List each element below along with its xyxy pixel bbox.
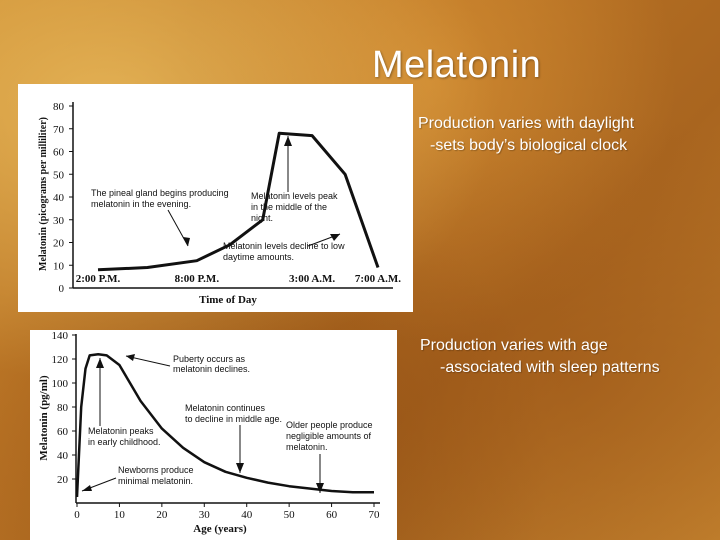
svg-text:Melatonin levels peak: Melatonin levels peak xyxy=(251,191,338,201)
annotation-older: Older people produce negligible amounts … xyxy=(286,420,373,493)
x-tick-label: 3:00 A.M. xyxy=(289,273,335,285)
annotation-middle-age: Melatonin continues to decline in middle… xyxy=(185,403,282,473)
svg-text:melatonin declines.: melatonin declines. xyxy=(173,364,250,374)
age-text: Production varies with age -associated w… xyxy=(420,335,720,379)
y-tick-label: 100 xyxy=(52,378,69,390)
y-tick-label: 140 xyxy=(52,330,69,342)
annotation-newborn: Newborns produce minimal melatonin. xyxy=(81,465,194,492)
y-tick-label: 20 xyxy=(57,474,69,486)
annotation-puberty: Puberty occurs as melatonin declines. xyxy=(125,354,250,374)
annotation-evening: The pineal gland begins producing melato… xyxy=(91,188,229,247)
svg-text:minimal melatonin.: minimal melatonin. xyxy=(118,476,193,486)
x-tick-label: 7:00 A.M. xyxy=(355,273,401,285)
y-tick-label: 120 xyxy=(52,354,69,366)
daylight-heading: Production varies with daylight xyxy=(418,115,635,132)
svg-text:Newborns produce: Newborns produce xyxy=(118,465,194,475)
x-tick-label: 50 xyxy=(284,509,296,521)
svg-text:melatonin in the evening.: melatonin in the evening. xyxy=(91,199,191,209)
x-axis-label: Age (years) xyxy=(193,523,247,535)
x-tick-label: 40 xyxy=(241,509,253,521)
svg-text:Melatonin levels decline to lo: Melatonin levels decline to low xyxy=(223,241,345,251)
x-tick-label: 70 xyxy=(369,509,381,521)
age-melatonin-series-line xyxy=(75,352,374,498)
annotation-decline: Melatonin levels decline to low daytime … xyxy=(223,233,345,262)
svg-text:melatonin.: melatonin. xyxy=(286,442,328,452)
x-tick-label: 2:00 P.M. xyxy=(76,273,121,285)
x-tick-label: 60 xyxy=(326,509,338,521)
age-melatonin-chart: Melatonin (pg/ml) 20 40 60 80 100 120 140 0 10 2… xyxy=(38,330,381,535)
y-tick-label: 80 xyxy=(53,101,65,113)
svg-text:Puberty occurs as: Puberty occurs as xyxy=(173,354,246,364)
svg-text:Melatonin continues: Melatonin continues xyxy=(185,403,266,413)
age-melatonin-chart-panel: Melatonin (pg/ml) 20 40 60 80 100 120 140 0 10 2… xyxy=(30,330,397,540)
y-tick-label: 70 xyxy=(53,124,65,136)
annotation-peak: Melatonin levels peak in the middle of t… xyxy=(251,136,338,223)
x-tick-label: 8:00 P.M. xyxy=(175,273,220,285)
x-tick-label: 20 xyxy=(156,509,168,521)
svg-text:daytime amounts.: daytime amounts. xyxy=(223,252,294,262)
y-tick-label: 50 xyxy=(53,169,65,181)
daylight-subtext: -sets body’s biological clock xyxy=(430,137,628,154)
y-axis-label: Melatonin (pg/ml) xyxy=(38,375,50,461)
y-tick-label: 20 xyxy=(53,238,65,250)
y-tick-label: 30 xyxy=(53,215,65,227)
slide-title: Melatonin xyxy=(372,44,542,86)
daily-melatonin-series-line xyxy=(97,131,380,272)
age-subtext: -associated with sleep patterns xyxy=(440,359,660,376)
y-tick-label: 0 xyxy=(59,283,65,295)
y-tick-label: 60 xyxy=(53,147,65,159)
x-tick-label: 10 xyxy=(114,509,126,521)
age-heading: Production varies with age xyxy=(420,337,608,354)
x-axis-label: Time of Day xyxy=(199,294,257,306)
svg-text:to decline in middle age.: to decline in middle age. xyxy=(185,414,282,424)
svg-text:night.: night. xyxy=(251,213,273,223)
svg-text:in the middle of the: in the middle of the xyxy=(251,202,327,212)
svg-text:negligible amounts of: negligible amounts of xyxy=(286,431,372,441)
y-tick-label: 80 xyxy=(57,402,69,414)
svg-text:Melatonin peaks: Melatonin peaks xyxy=(88,426,154,436)
annotation-childhood: Melatonin peaks in early childhood. xyxy=(88,358,161,447)
svg-text:Older people produce: Older people produce xyxy=(286,420,373,430)
daylight-text: Production varies with daylight -sets bo… xyxy=(418,113,718,157)
y-tick-label: 10 xyxy=(53,260,65,272)
y-axis-label: Melatonin (picograms per milliliter) xyxy=(38,117,49,271)
daily-melatonin-chart: Melatonin (picograms per milliliter) 0 10… xyxy=(38,101,401,306)
daily-melatonin-chart-panel: Melatonin (picograms per milliliter) 0 10… xyxy=(18,84,413,312)
x-tick-label: 30 xyxy=(199,509,211,521)
y-tick-label: 40 xyxy=(53,192,65,204)
svg-text:The pineal gland begins produc: The pineal gland begins producing xyxy=(91,188,229,198)
x-tick-label: 0 xyxy=(74,509,80,521)
svg-text:in early childhood.: in early childhood. xyxy=(88,437,161,447)
y-tick-label: 60 xyxy=(57,426,69,438)
y-tick-label: 40 xyxy=(57,450,69,462)
